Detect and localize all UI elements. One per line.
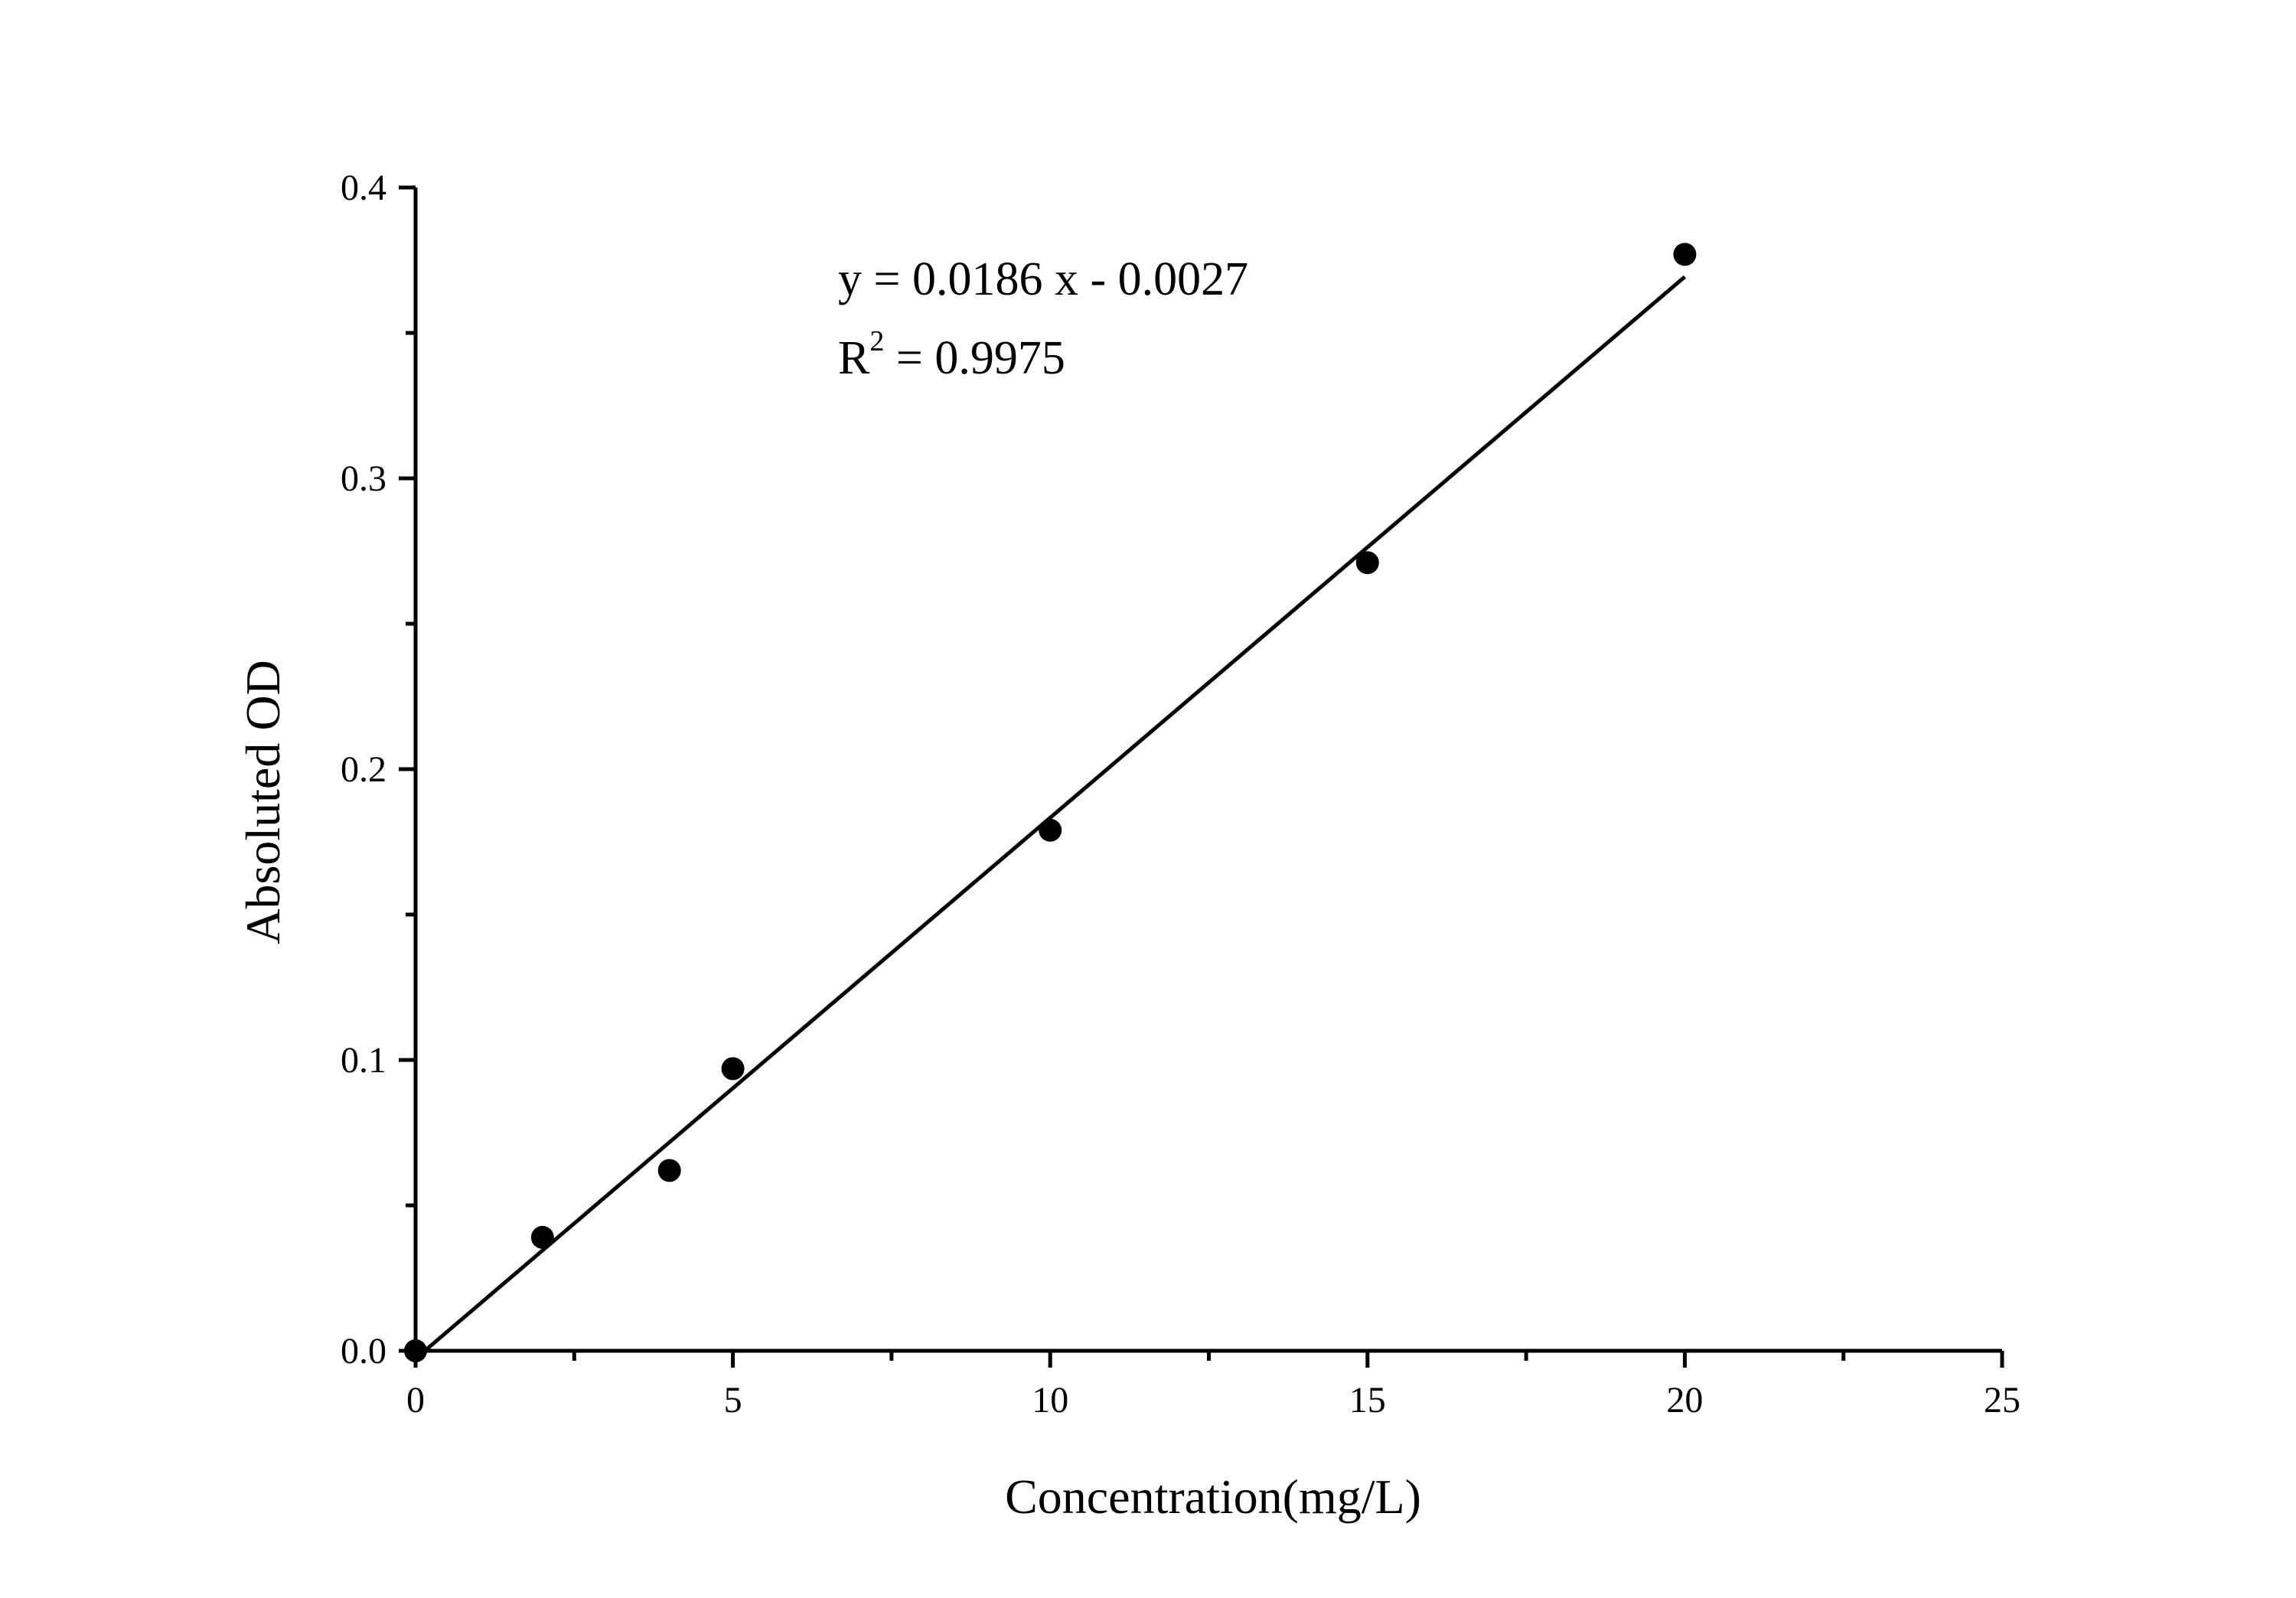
x-tick-label: 20	[1666, 1380, 1703, 1420]
y-tick-label: 0.0	[341, 1331, 386, 1371]
data-point	[657, 1159, 681, 1182]
data-point	[404, 1339, 427, 1362]
data-point	[1039, 818, 1062, 842]
y-tick-label: 0.4	[341, 168, 386, 208]
r-squared-value: = 0.9975	[884, 332, 1065, 384]
x-tick-label: 0	[406, 1380, 425, 1420]
x-axis-ticks: 0 5 10 15 20 25	[406, 1351, 2020, 1420]
y-axis-ticks: 0.0 0.1 0.2 0.3 0.4	[341, 168, 416, 1371]
x-axis-title: Concentration(mg/L)	[1005, 1469, 1421, 1524]
data-point	[1673, 243, 1697, 266]
y-axis-title: Absoluted OD	[236, 660, 290, 944]
x-tick-label: 5	[724, 1380, 742, 1420]
r-squared-base: R	[838, 332, 870, 384]
fit-layer	[423, 275, 1687, 1352]
data-point	[530, 1225, 554, 1249]
axes	[413, 188, 2002, 1353]
y-tick-label: 0.2	[341, 749, 386, 790]
r-squared-label: R2 = 0.9975	[838, 325, 1065, 384]
y-tick-label: 0.1	[341, 1040, 386, 1081]
x-tick-label: 15	[1349, 1380, 1386, 1420]
fit-line	[423, 275, 1687, 1352]
data-point	[721, 1057, 745, 1081]
y-tick-label: 0.3	[341, 458, 386, 499]
x-tick-label: 10	[1032, 1380, 1068, 1420]
data-points	[404, 243, 1697, 1362]
r-squared-superscript: 2	[869, 325, 884, 357]
x-tick-label: 25	[1984, 1380, 2020, 1420]
fit-equation: y = 0.0186 x - 0.0027	[838, 253, 1248, 305]
data-point	[1355, 551, 1379, 575]
